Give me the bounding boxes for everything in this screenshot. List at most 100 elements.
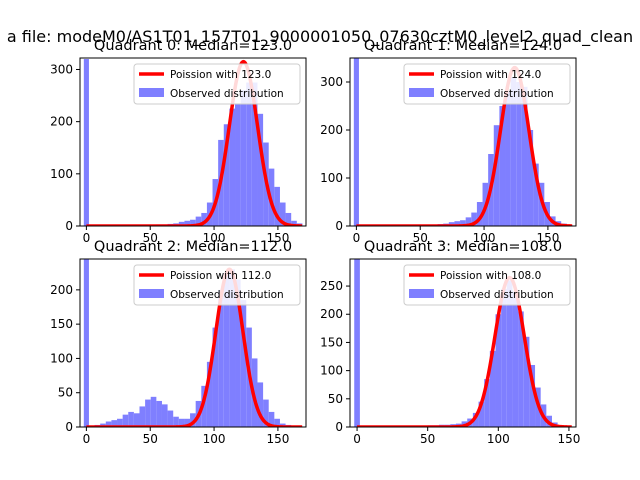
y-tick-label: 300 xyxy=(50,62,73,76)
histogram-bar xyxy=(257,382,264,427)
panel-title: Quadrant 0: Median=123.0 xyxy=(94,38,292,54)
histogram-bar xyxy=(150,396,157,427)
y-tick-label: 100 xyxy=(320,171,343,185)
x-tick-label: 100 xyxy=(203,432,226,446)
y-tick-label: 0 xyxy=(65,219,73,233)
legend: Poission with 124.0 Observed distribution xyxy=(403,63,571,105)
panel-title: Quadrant 2: Median=112.0 xyxy=(94,239,292,255)
histogram-bar xyxy=(506,280,513,427)
histogram-bar xyxy=(240,90,247,226)
histogram-bar xyxy=(173,416,179,427)
quadrant-2-panel: 0 50 100 150 0 50 100 150 200 Quadrant 2: Median=… xyxy=(50,239,307,446)
histogram-bar xyxy=(499,106,506,226)
histogram-bar xyxy=(291,220,297,226)
histogram-bar xyxy=(533,163,539,226)
histogram-bar xyxy=(472,412,479,427)
legend-fit-label: Poission with 108.0 xyxy=(440,270,541,282)
legend-hist-label: Observed distribution xyxy=(440,289,554,301)
axes-frame xyxy=(79,258,307,428)
histogram-bar xyxy=(218,289,224,427)
quadrant-3-panel: 0 50 100 150 0 50 100 150 200 250 Quadrant 3: Medi… xyxy=(320,239,580,446)
y-tick-label: 200 xyxy=(50,283,73,297)
histogram-bar xyxy=(263,399,269,427)
histogram-bar xyxy=(516,82,522,226)
histogram-bar xyxy=(83,259,89,427)
histogram-bar xyxy=(133,413,140,427)
histogram-bar xyxy=(505,91,511,226)
histogram-bar xyxy=(240,300,247,427)
histogram-bar xyxy=(523,336,530,427)
x-tick-label: 100 xyxy=(487,432,510,446)
legend-hist-swatch xyxy=(139,88,164,97)
histogram-bar xyxy=(489,350,496,427)
histogram-bar xyxy=(105,421,112,427)
y-tick-label: 0 xyxy=(335,219,343,233)
legend-fit-label: Poission with 112.0 xyxy=(170,270,271,282)
histogram-bar xyxy=(465,217,472,226)
y-tick-label: 200 xyxy=(320,123,343,137)
x-tick-label: 50 xyxy=(413,231,428,245)
histogram-bar xyxy=(206,361,213,427)
histogram-bar xyxy=(246,82,252,226)
y-tick-label: 200 xyxy=(320,307,343,321)
histogram-bar xyxy=(122,414,129,427)
histogram-bar xyxy=(235,103,241,226)
legend-hist-swatch xyxy=(409,289,434,298)
legend-box xyxy=(133,63,301,105)
poisson-fit-line xyxy=(85,267,304,427)
figure-suptitle: a file: modeM0/AS1T01_157T01_9000001050_… xyxy=(7,27,633,47)
histogram-bar xyxy=(145,399,151,427)
x-tick-label: 150 xyxy=(536,231,559,245)
legend: Poission with 123.0 Observed distribution xyxy=(133,63,301,105)
histogram-bar xyxy=(460,220,466,226)
x-tick-label: 0 xyxy=(83,432,91,446)
histogram-bar xyxy=(201,212,207,226)
histogram-bar xyxy=(178,418,185,427)
histogram-bar xyxy=(268,411,275,427)
histogram-bar xyxy=(251,82,258,226)
legend-hist-label: Observed distribution xyxy=(170,289,284,301)
histogram-bar xyxy=(471,212,477,226)
histogram-bar xyxy=(190,413,196,427)
histogram-bar xyxy=(448,222,455,226)
histogram-bar xyxy=(454,221,461,226)
plot-area xyxy=(353,58,574,226)
x-tick-label: 150 xyxy=(266,231,289,245)
y-tick-label: 50 xyxy=(328,392,343,406)
histogram-bar xyxy=(139,406,146,427)
legend-hist-swatch xyxy=(139,289,164,298)
histogram-bar xyxy=(201,385,207,427)
histogram-bar xyxy=(279,202,286,226)
histogram-bar xyxy=(495,314,502,427)
histogram-bar xyxy=(510,77,517,226)
histogram-bar xyxy=(223,124,230,226)
y-tick-label: 100 xyxy=(50,351,73,365)
histogram-bar xyxy=(518,311,524,427)
y-tick-label: 300 xyxy=(320,75,343,89)
histogram-bar xyxy=(161,404,168,427)
y-tick-label: 100 xyxy=(50,167,73,181)
histogram-bar xyxy=(235,279,241,427)
poisson-fit-line xyxy=(356,275,573,427)
histogram-bar xyxy=(476,202,483,226)
histogram-bar xyxy=(257,113,264,226)
y-tick-label: 150 xyxy=(320,335,343,349)
histogram-bar xyxy=(493,125,500,226)
legend-hist-swatch xyxy=(409,88,434,97)
histogram-bar xyxy=(195,216,202,226)
histogram-bar xyxy=(501,288,507,427)
y-tick-label: 50 xyxy=(58,386,73,400)
legend-box xyxy=(403,63,571,105)
panel-title: Quadrant 1: Median=124.0 xyxy=(364,38,562,54)
x-tick-label: 0 xyxy=(353,231,361,245)
legend-box xyxy=(403,264,571,306)
legend-fit-label: Poission with 124.0 xyxy=(440,69,541,81)
histogram-bar xyxy=(521,86,528,226)
histogram-bar xyxy=(184,220,191,226)
histogram-bar xyxy=(274,186,280,226)
histogram-bar xyxy=(354,259,360,427)
legend: Poission with 112.0 Observed distribution xyxy=(133,264,301,306)
legend: Poission with 108.0 Observed distribution xyxy=(403,264,571,306)
x-tick-label: 150 xyxy=(266,432,289,446)
